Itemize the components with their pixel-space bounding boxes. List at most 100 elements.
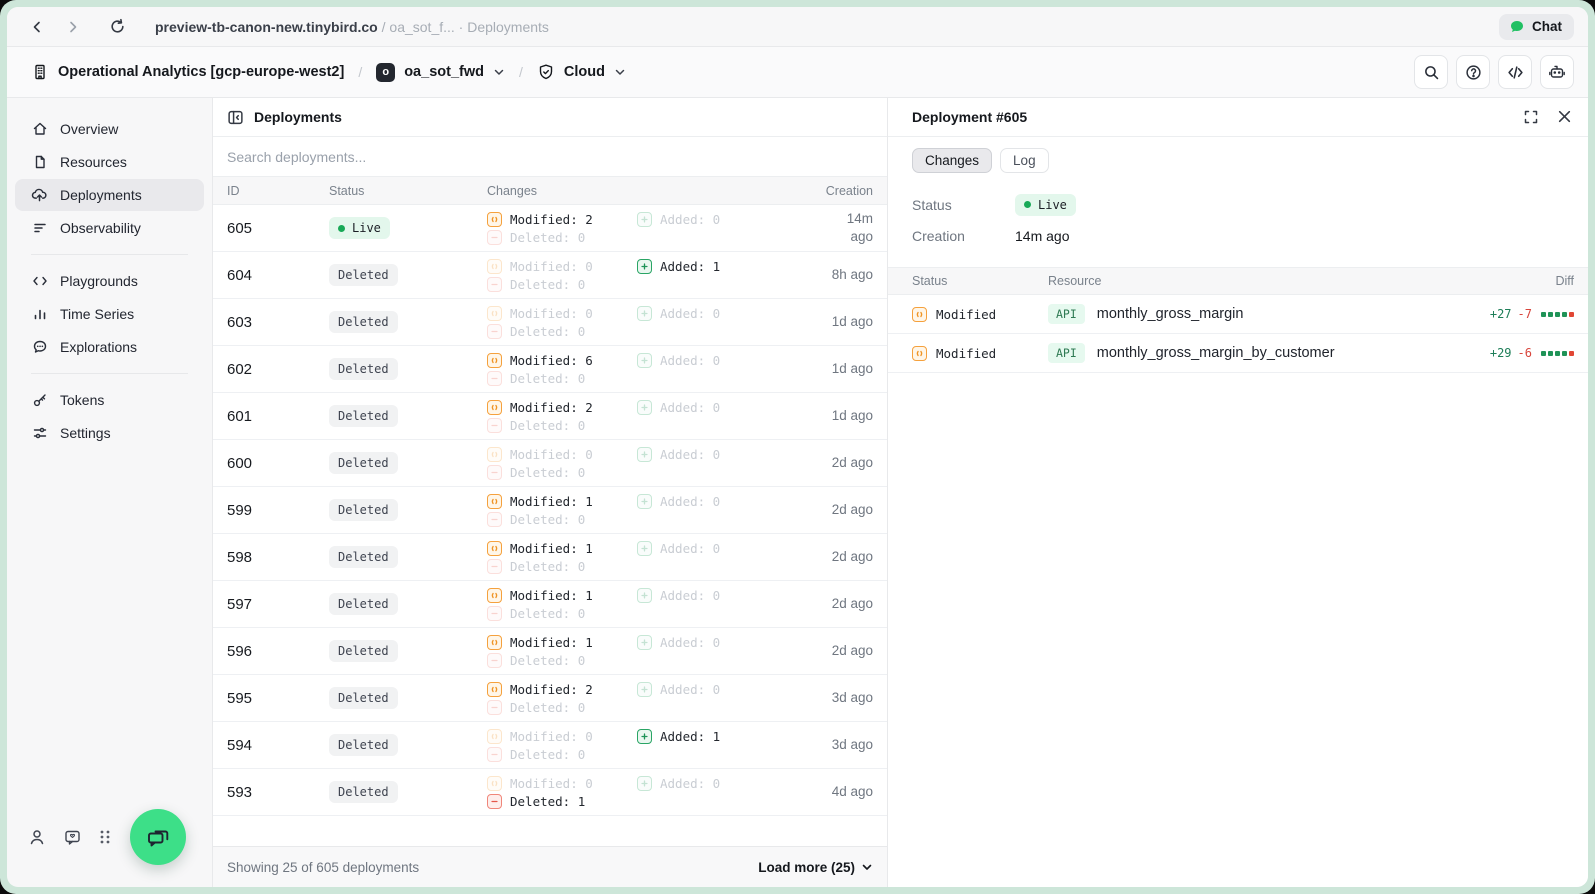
close-panel-button[interactable] [1555,107,1574,127]
deployment-row[interactable]: 605 Live Modified: 2 Added: 0 Deleted: 0 14m … [213,205,887,252]
reload-button[interactable] [103,13,131,41]
add-change: Added: 0 [637,211,823,227]
status-badge: Deleted [329,405,398,427]
modified-icon [912,345,927,361]
mod-change: Modified: 1 [487,493,637,509]
deployment-row[interactable]: 596 Deleted Modified: 1 Added: 0 Deleted: 0 2… [213,628,887,675]
add-change: Added: 0 [637,352,823,368]
del-change: Deleted: 0 [487,511,637,527]
sidebar-item-overview[interactable]: Overview [15,113,204,145]
deployment-row[interactable]: 598 Deleted Modified: 1 Added: 0 Deleted: 0 2… [213,534,887,581]
sidebar-item-resources[interactable]: Resources [15,146,204,178]
deployment-row[interactable]: 602 Deleted Modified: 6 Added: 0 Deleted: 0 1… [213,346,887,393]
deployment-row[interactable]: 593 Deleted Modified: 0 Added: 0 Deleted: 1 4… [213,769,887,816]
deployment-row[interactable]: 595 Deleted Modified: 2 Added: 0 Deleted: 0 3… [213,675,887,722]
mod-change-label: Modified: 1 [510,634,593,650]
resource-status-label: Modified [936,345,997,361]
feedback-button[interactable] [63,828,82,847]
collapse-panel-button[interactable] [227,109,244,126]
tab-changes[interactable]: Changes [912,148,993,173]
tab-log[interactable]: Log [1000,148,1049,173]
sidebar-item-observability[interactable]: Observability [15,212,204,244]
sliders-icon [31,425,48,441]
environment-dropdown[interactable]: Cloud [537,63,626,81]
account-button[interactable] [27,827,47,847]
sidebar-item-label: Tokens [60,392,105,408]
sidebar-item-tokens[interactable]: Tokens [15,384,204,416]
chat-button[interactable]: Chat [1499,13,1574,40]
resource-row[interactable]: Modified API monthly_gross_margin_by_custo… [888,334,1588,373]
load-more-button[interactable]: Load more (25) [758,860,873,875]
showing-summary: Showing 25 of 605 deployments [227,859,420,875]
sidebar-item-label: Time Series [60,306,135,322]
expand-button[interactable] [1521,107,1541,127]
creation-time: 3d ago [831,736,873,752]
sidebar-item-settings[interactable]: Settings [15,417,204,449]
del-change-label: Deleted: 0 [510,229,586,245]
changes-cell: Modified: 0 Added: 1 Deleted: 0 [487,728,823,762]
changes-cell: Modified: 1 Added: 0 Deleted: 0 [487,634,823,668]
deployment-row[interactable]: 599 Deleted Modified: 1 Added: 0 Deleted: 0 2… [213,487,887,534]
deployment-row[interactable]: 597 Deleted Modified: 1 Added: 0 Deleted: 0 2… [213,581,887,628]
app-window: preview-tb-canon-new.tinybird.co / oa_so… [7,7,1588,887]
add-change: Added: 0 [637,775,823,791]
deployment-row[interactable]: 600 Deleted Modified: 0 Added: 0 Deleted: 0 2… [213,440,887,487]
del-change: Deleted: 0 [487,652,637,668]
creation-cell: 2d ago [823,642,887,660]
status-badge: Deleted [329,546,398,568]
deployment-id: 604 [227,266,253,284]
added-icon [637,493,652,509]
modified-icon [487,446,502,462]
chat-fab-button[interactable] [130,809,186,865]
mod-change: Modified: 1 [487,540,637,556]
diff-dots [1541,311,1574,317]
deployment-row[interactable]: 601 Deleted Modified: 2 Added: 0 Deleted: 0 1… [213,393,887,440]
code-icon [1507,65,1523,79]
status-badge-label: Deleted [338,409,389,423]
deleted-icon [487,511,502,527]
status-badge-label: Deleted [338,644,389,658]
deployment-row[interactable]: 594 Deleted Modified: 0 Added: 1 Deleted: 0 3… [213,722,887,769]
deployment-row[interactable]: 604 Deleted Modified: 0 Added: 1 Deleted: 0 8… [213,252,887,299]
help-circle-icon [1465,64,1481,80]
creation-cell: 2d ago [823,595,887,613]
robot-button[interactable] [1540,55,1574,89]
deployments-title: Deployments [254,109,342,125]
modified-icon [487,305,502,321]
deployment-status-cell: Deleted [329,452,487,474]
project-dropdown[interactable]: o oa_sot_fwd [376,62,505,82]
environment-name: Cloud [563,64,605,80]
mod-change-label: Modified: 0 [510,775,593,791]
back-button[interactable] [23,13,51,41]
add-change-label: Added: 0 [660,587,721,603]
search-button[interactable] [1414,55,1448,89]
forward-button[interactable] [59,13,87,41]
sidebar-item-time-series[interactable]: Time Series [15,298,204,330]
detail-tabs: Changes Log [888,137,1588,183]
workspace-crumb[interactable]: Operational Analytics [gcp-europe-west2] [31,63,344,81]
chat-bubble-icon [31,339,48,355]
sidebar-item-playgrounds[interactable]: Playgrounds [15,265,204,297]
code-button[interactable] [1498,55,1532,89]
sidebar-item-deployments[interactable]: Deployments [15,179,204,211]
sidebar-divider [31,254,188,255]
deployment-id: 603 [227,313,253,331]
detail-title: Deployment #605 [912,109,1028,125]
add-change: Added: 0 [637,681,823,697]
deployment-row[interactable]: 603 Deleted Modified: 0 Added: 0 Deleted: 0 1… [213,299,887,346]
deleted-icon [487,652,502,668]
add-change-label: Added: 0 [660,399,721,415]
search-deployments-input[interactable] [213,148,887,165]
diff-dot-red [1569,311,1574,317]
drag-grid-button[interactable] [98,828,112,846]
del-change-label: Deleted: 1 [510,793,586,809]
help-button[interactable] [1456,55,1490,89]
changes-cell: Modified: 2 Added: 0 Deleted: 0 [487,399,823,433]
url-display: preview-tb-canon-new.tinybird.co / oa_so… [155,19,549,35]
sidebar-item-explorations[interactable]: Explorations [15,331,204,363]
creation-cell: 3d ago [823,736,887,754]
status-badge: Deleted [329,499,398,521]
diff-dot-red [1569,350,1574,356]
creation-time: 2d ago [831,642,873,658]
resource-row[interactable]: Modified API monthly_gross_margin +27 -7 [888,295,1588,334]
